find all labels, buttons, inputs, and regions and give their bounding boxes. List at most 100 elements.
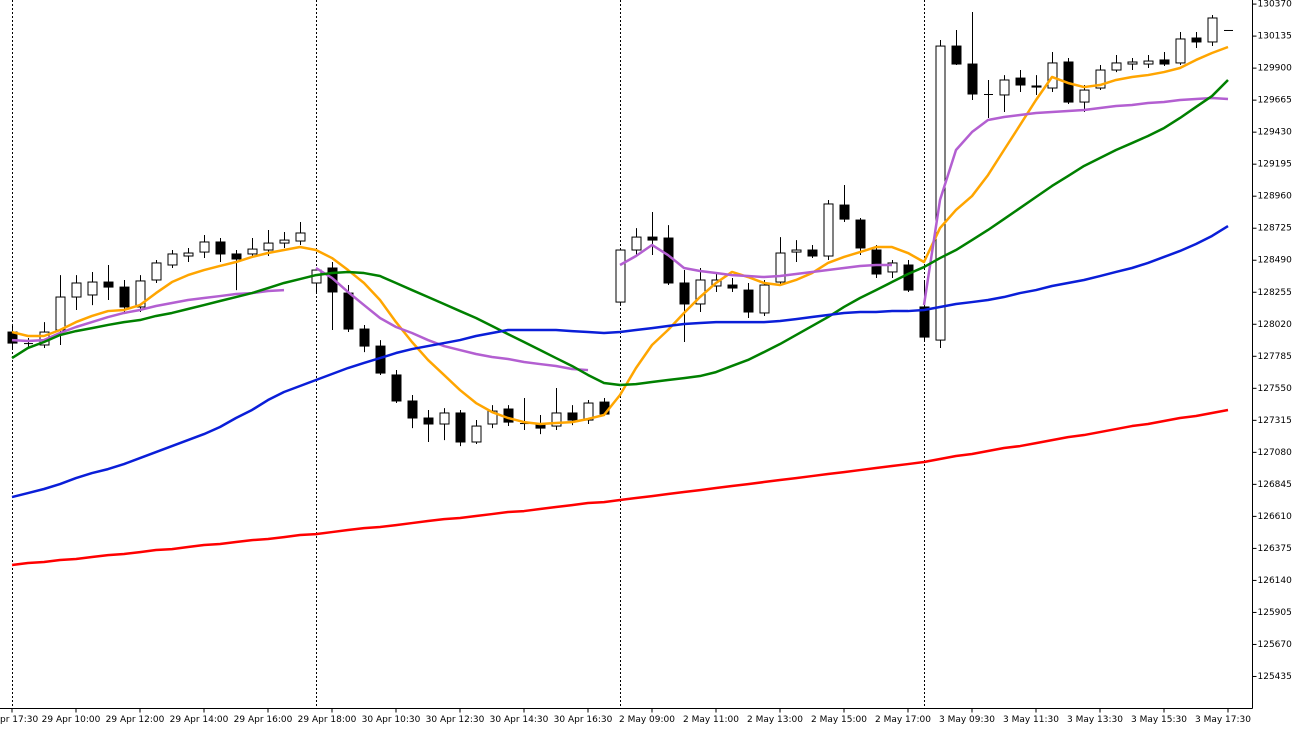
- indicator-line: [11, 224, 1229, 499]
- x-tick-label: 2 May 13:00: [747, 715, 803, 725]
- candle-body: [1175, 38, 1186, 64]
- candle-body: [439, 412, 450, 425]
- candle-body: [615, 249, 626, 303]
- candle-body: [1207, 17, 1218, 43]
- x-tick-label: 29 Apr 14:00: [170, 715, 229, 725]
- candle-body: [71, 282, 82, 298]
- candle-body: [967, 63, 978, 95]
- candle-body: [647, 236, 658, 241]
- y-tick-label: 128020: [1258, 320, 1293, 330]
- candle-body: [679, 282, 690, 305]
- y-tick-label: 127315: [1258, 416, 1292, 426]
- x-tick-label: pr 17:30: [0, 715, 38, 725]
- x-tick-label: 29 Apr 12:00: [106, 715, 165, 725]
- y-tick-label: 128725: [1258, 224, 1292, 234]
- candle-body: [1111, 62, 1122, 71]
- y-tick-label: 127785: [1258, 352, 1292, 362]
- y-tick-label: 129195: [1258, 160, 1292, 170]
- y-tick-label: 125670: [1258, 640, 1293, 650]
- y-tick-label: 127550: [1258, 384, 1293, 394]
- candle-body: [391, 374, 402, 402]
- candle-body: [999, 79, 1010, 96]
- candle-body: [1191, 37, 1202, 43]
- candle-body: [759, 284, 770, 314]
- indicator-line: [11, 408, 1229, 567]
- x-tick-label: 29 Apr 18:00: [298, 715, 357, 725]
- candle-body: [167, 253, 178, 266]
- x-tick-label: 2 May 11:00: [683, 715, 739, 725]
- y-tick-label: 126610: [1258, 512, 1293, 522]
- candle-body: [263, 242, 274, 251]
- candle-body: [295, 232, 306, 242]
- candle-body: [455, 412, 466, 443]
- x-tick-label: 2 May 17:00: [875, 715, 931, 725]
- candle-body: [135, 280, 146, 308]
- candle-body: [1047, 62, 1058, 89]
- y-tick-label: 130135: [1258, 32, 1292, 42]
- candle-body: [183, 252, 194, 257]
- candle-body: [551, 412, 562, 427]
- x-tick-label: 3 May 09:30: [939, 715, 995, 725]
- candle-body: [87, 281, 98, 296]
- candle-body: [631, 236, 642, 251]
- x-tick-label: 30 Apr 14:30: [490, 715, 549, 725]
- candle-body: [151, 262, 162, 281]
- y-tick-label: 127080: [1258, 448, 1293, 458]
- candle-body: [743, 289, 754, 313]
- y-tick-label: 128255: [1258, 288, 1292, 298]
- x-tick-label: 3 May 13:30: [1067, 715, 1123, 725]
- candle-body: [839, 204, 850, 220]
- candle-body: [359, 328, 370, 347]
- x-tick-label: 3 May 11:30: [1003, 715, 1059, 725]
- y-tick-label: 128960: [1258, 192, 1293, 202]
- candle-body: [1095, 69, 1106, 89]
- x-tick-label: 2 May 09:00: [619, 715, 675, 725]
- candle-body: [1079, 89, 1090, 103]
- candle-body: [903, 264, 914, 291]
- y-tick-label: 126140: [1258, 576, 1293, 586]
- candle-body: [791, 249, 802, 253]
- candle-body: [855, 219, 866, 249]
- y-tick-label: 125905: [1258, 608, 1292, 618]
- indicator-line: [11, 45, 1229, 426]
- candle-body: [1143, 60, 1154, 65]
- x-tick-label: 30 Apr 16:30: [554, 715, 613, 725]
- x-tick-label: 30 Apr 10:30: [362, 715, 421, 725]
- candle-body: [231, 253, 242, 260]
- candle-body: [935, 45, 946, 341]
- x-tick-label: 29 Apr 16:00: [234, 715, 293, 725]
- candle-body: [247, 248, 258, 255]
- x-tick-label: 2 May 15:00: [811, 715, 867, 725]
- candle-body: [871, 249, 882, 275]
- indicator-line: [11, 96, 1229, 372]
- candle-body: [567, 412, 578, 421]
- y-tick-label: 126375: [1258, 544, 1292, 554]
- y-tick-label: 125435: [1258, 672, 1292, 682]
- x-tick-label: 30 Apr 12:30: [426, 715, 485, 725]
- candle-body: [951, 45, 962, 65]
- x-tick-label: 3 May 17:30: [1195, 715, 1251, 725]
- y-tick-label: 130370: [1258, 0, 1293, 10]
- candle-body: [423, 417, 434, 425]
- candle-body: [199, 241, 210, 253]
- y-tick-label: 128490: [1258, 256, 1293, 266]
- candle-body: [55, 296, 66, 331]
- candle-body: [279, 239, 290, 244]
- candle-body: [343, 292, 354, 330]
- candle-body: [215, 241, 226, 255]
- y-tick-label: 129430: [1258, 128, 1293, 138]
- candle-body: [727, 284, 738, 289]
- candle-body: [775, 252, 786, 283]
- candle-body: [807, 249, 818, 257]
- candle-body: [407, 400, 418, 419]
- candle-body: [887, 262, 898, 273]
- candle-body: [119, 286, 130, 308]
- y-tick-label: 129900: [1258, 64, 1293, 74]
- candle-body: [1127, 61, 1138, 65]
- y-tick-label: 126845: [1258, 480, 1292, 490]
- candle-body: [823, 203, 834, 257]
- indicator-line: [11, 79, 1229, 387]
